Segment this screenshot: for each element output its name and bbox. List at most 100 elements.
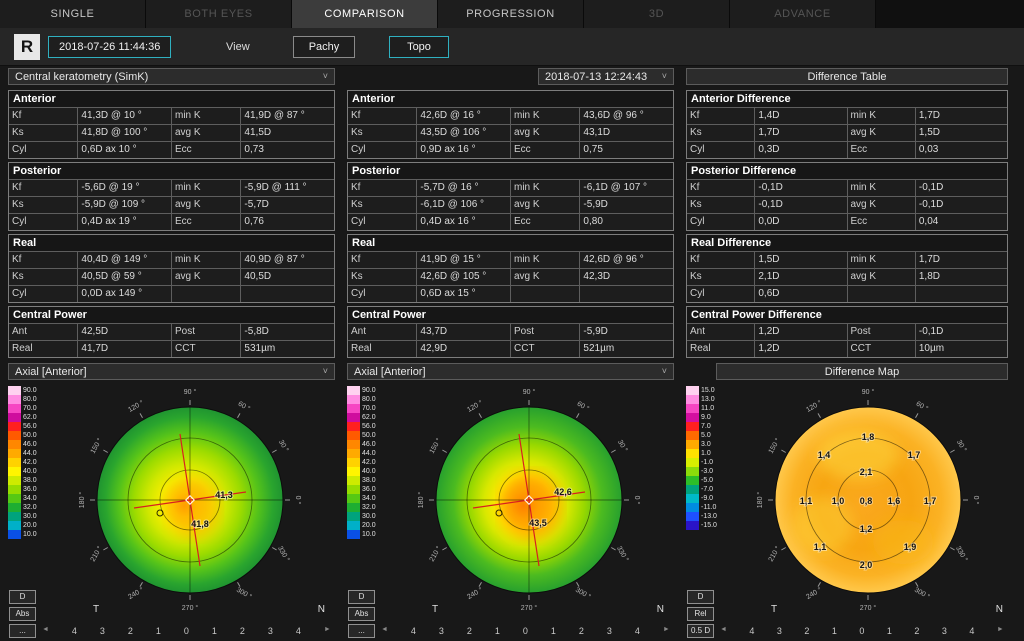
keratometry-selector[interactable]: Central keratometry (SimK) ˅ [8,68,335,85]
scale-entry: 90.0 [8,386,37,395]
scale-entry: 62.0 [8,413,37,422]
comparison-date-label: 2018-07-13 12:24:43 [545,71,647,83]
tab-3d[interactable]: 3D [584,0,730,28]
middle-topo-map-svg: 90 °120 °60 °150 °30 °180 °0 °210 °240 °… [377,382,674,618]
metric-value: 0,6D ax 10 ° [78,142,171,158]
scale-entry: 36.0 [8,485,37,494]
degree-label: 90 ° [862,388,875,396]
metric-value: 0,75 [580,142,673,158]
scale-value: 13.0 [701,395,715,404]
primary-map-buttons: D Abs... [9,590,36,638]
section-title: Central Power Difference [687,307,1007,323]
map-value-annotation: 1,7 [908,450,921,460]
ruler-mark: 3 [607,626,612,636]
scale-swatch [8,422,21,431]
map-option-button[interactable]: D [687,590,714,604]
scale-value: 20.0 [23,521,37,530]
metric-value: -5,9D @ 111 ° [241,180,334,196]
metric-label: Cyl [9,286,77,302]
metric-label: min K [848,180,915,196]
scale-value: 50.0 [362,431,376,440]
tab-both-eyes[interactable]: BOTH EYES [146,0,292,28]
primary-map-selector[interactable]: Axial [Anterior] ˅ [8,363,335,380]
scale-entry: 56.0 [8,422,37,431]
metric-label [511,286,579,302]
scale-swatch [347,449,360,458]
map-option-button[interactable]: ... [348,624,375,638]
metric-label: Cyl [687,286,754,302]
scale-swatch [686,449,699,458]
map-option-button[interactable]: 0.5 D [687,624,714,638]
ruler-mark: ◄ [720,626,727,636]
metric-value: 0,4D ax 16 ° [417,214,510,230]
comparison-date-selector[interactable]: 2018-07-13 12:24:43 ˅ [538,68,674,85]
metric-label: CCT [848,341,915,357]
ruler-mark: 2 [240,626,245,636]
map-option-button[interactable]: ... [9,624,36,638]
metric-label: Cyl [348,286,416,302]
tab-comparison[interactable]: COMPARISON [292,0,438,28]
comparison-map-selector[interactable]: Axial [Anterior] ˅ [347,363,674,380]
ruler-mark: 3 [268,626,273,636]
metric-value: 0,73 [241,142,334,158]
scale-swatch [8,494,21,503]
scale-swatch [8,404,21,413]
scale-entry: 1.0 [686,449,717,458]
scale-entry: 15.0 [686,386,717,395]
metric-value: -0,1D [916,197,1007,213]
scale-value: 7.0 [701,422,711,431]
scale-entry: 46.0 [8,440,37,449]
tab-advance[interactable]: ADVANCE [730,0,876,28]
metric-label: Ant [687,324,754,340]
scale-value: 40.0 [362,467,376,476]
ruler-mark: 4 [72,626,77,636]
scale-entry: 32.0 [347,503,376,512]
tab-single[interactable]: SINGLE [0,0,146,28]
scale-entry: 80.0 [347,395,376,404]
map-option-button[interactable]: D [9,590,36,604]
pachy-button[interactable]: Pachy [293,36,355,58]
scale-entry: -3.0 [686,467,717,476]
scale-swatch [347,512,360,521]
measurement-section: Central PowerAnt42,5DPost-5,8DReal41,7DC… [8,306,335,358]
view-label: View [226,41,250,53]
scale-entry: 3.0 [686,440,717,449]
scale-swatch [347,458,360,467]
primary-measurement-tables: AnteriorKf41,3D @ 10 °min K41,9D @ 87 °K… [8,90,335,358]
scale-value: 34.0 [23,494,37,503]
scale-value: 44.0 [23,449,37,458]
ruler-mark: 2 [914,626,919,636]
scale-value: -3.0 [701,467,713,476]
map-option-button[interactable]: Abs [9,607,36,621]
degree-label: 270 ° [860,604,877,612]
map-value-annotation: 1,1 [800,496,813,506]
scale-value: -13.0 [701,512,717,521]
topo-button[interactable]: Topo [389,36,449,58]
scale-value: -5.0 [701,476,713,485]
metric-label: Ks [687,269,754,285]
scale-swatch [8,530,21,539]
metric-label: Ecc [172,142,240,158]
scale-entry: 20.0 [347,521,376,530]
difference-map: 90 °120 °60 °150 °30 °180 °0 °210 °240 °… [716,382,1008,623]
metric-value: 40,9D @ 87 ° [241,252,334,268]
ruler-mark: 1 [551,626,556,636]
metric-label: avg K [848,197,915,213]
metric-label: Ks [348,197,416,213]
scale-value: 32.0 [23,503,37,512]
measurement-section: Central Power DifferenceAnt1,2DPost-0,1D… [686,306,1008,358]
metric-value: 41,8D @ 100 ° [78,125,171,141]
exam-date-button[interactable]: 2018-07-26 11:44:36 [48,36,171,58]
degree-label: 120 ° [805,399,823,414]
ruler-mark: 2 [128,626,133,636]
map-option-button[interactable]: Abs [348,607,375,621]
scale-value: 36.0 [23,485,37,494]
map-option-button[interactable]: Rel [687,607,714,621]
metric-value: -0,1D [916,180,1007,196]
tab-progression[interactable]: PROGRESSION [438,0,584,28]
metric-value: 1,4D [755,108,846,124]
map-option-button[interactable]: D [348,590,375,604]
map-value-annotation: 1,4 [818,450,831,460]
metric-label: min K [172,180,240,196]
map-value-annotation: 1,0 [832,496,845,506]
